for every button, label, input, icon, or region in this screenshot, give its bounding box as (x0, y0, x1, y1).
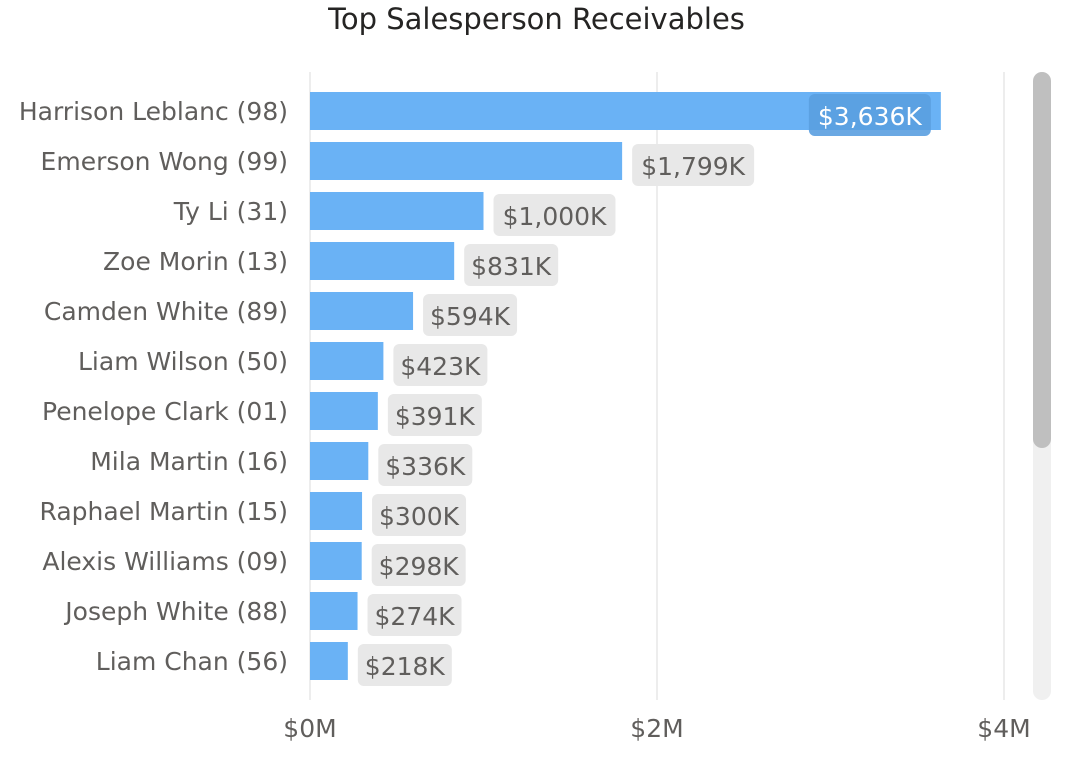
bar[interactable] (310, 342, 384, 380)
data-label: $3,636K (818, 102, 922, 131)
category-label: Harrison Leblanc (98) (19, 97, 288, 126)
bar[interactable] (310, 492, 363, 530)
scrollbar-thumb[interactable] (1033, 72, 1051, 448)
data-label-background (423, 294, 518, 336)
category-label: Penelope Clark (01) (42, 397, 288, 426)
bar[interactable] (310, 192, 484, 230)
chart-title: Top Salesperson Receivables (328, 2, 745, 36)
bar[interactable] (310, 242, 455, 280)
category-label: Zoe Morin (13) (103, 247, 288, 276)
data-label: $274K (375, 602, 456, 631)
data-labels: $3,636K $1,799K $1,000K $831K $594K $423K $391… (357, 94, 931, 686)
x-tick-label: $4M (977, 714, 1030, 743)
category-label: Ty Li (31) (173, 197, 288, 226)
category-label: Liam Wilson (50) (78, 347, 288, 376)
bar[interactable] (310, 642, 348, 680)
category-label: Emerson Wong (99) (41, 147, 288, 176)
category-label: Joseph White (88) (63, 597, 288, 626)
category-label: Liam Chan (56) (96, 647, 288, 676)
category-labels: Harrison Leblanc (98) Emerson Wong (99) Ty… (19, 97, 288, 676)
bar[interactable] (310, 392, 378, 430)
x-tick-label: $2M (630, 714, 683, 743)
category-label: Alexis Williams (09) (42, 547, 288, 576)
data-label: $831K (471, 252, 552, 281)
category-label: Camden White (89) (44, 297, 288, 326)
data-label-background (367, 594, 462, 636)
x-axis-ticks: $0M $2M $4M (283, 714, 1030, 743)
category-label: Mila Martin (16) (90, 447, 288, 476)
data-label: $1,000K (503, 202, 607, 231)
scrollbar-track[interactable] (1033, 72, 1051, 700)
data-label: $391K (395, 402, 476, 431)
bar[interactable] (310, 142, 623, 180)
data-label-background (371, 544, 466, 586)
data-label-background (378, 444, 473, 486)
data-label-background (493, 194, 616, 236)
bar[interactable] (310, 542, 362, 580)
x-tick-label: $0M (283, 714, 336, 743)
data-label: $594K (430, 302, 511, 331)
bar[interactable] (310, 442, 369, 480)
category-label: Raphael Martin (15) (40, 497, 288, 526)
data-label-background (808, 94, 931, 136)
data-label: $218K (365, 652, 446, 681)
data-label: $423K (400, 352, 481, 381)
data-label: $336K (385, 452, 466, 481)
data-label: $1,799K (641, 152, 745, 181)
bars (310, 92, 941, 680)
bar[interactable] (310, 292, 414, 330)
data-label-background (387, 394, 482, 436)
bar[interactable] (310, 592, 358, 630)
data-label-background (357, 644, 452, 686)
data-label: $298K (379, 552, 460, 581)
data-label-background (632, 144, 755, 186)
data-label-background (372, 494, 467, 536)
data-label-background (393, 344, 488, 386)
data-label: $300K (379, 502, 460, 531)
data-label-background (464, 244, 559, 286)
